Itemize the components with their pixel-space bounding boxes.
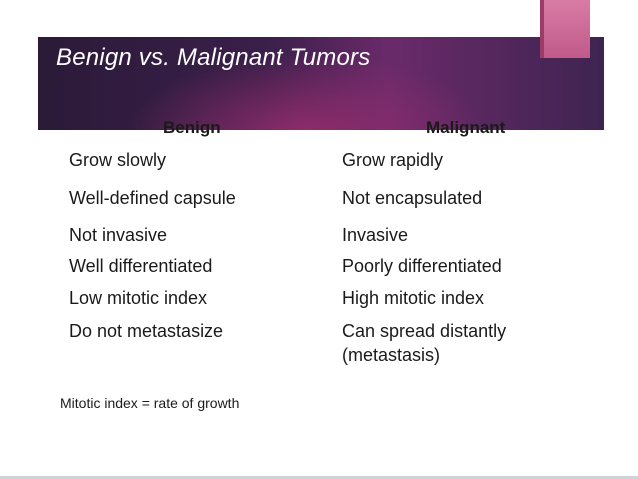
malignant-cell: Can spread distantly [342, 321, 507, 341]
column-header-benign: Benign [163, 118, 221, 137]
malignant-cell: Invasive [342, 225, 409, 245]
bottom-divider [0, 476, 638, 479]
benign-cell: Low mitotic index [69, 288, 208, 308]
footnote: Mitotic index = rate of growth [60, 395, 240, 411]
malignant-cell-continuation: (metastasis) [342, 345, 441, 365]
benign-cell: Well-defined capsule [69, 188, 236, 208]
benign-cell: Not invasive [69, 225, 168, 245]
corner-tab-decoration [540, 0, 590, 58]
malignant-cell: Not encapsulated [342, 188, 483, 208]
title-band [38, 37, 604, 130]
benign-cell: Grow slowly [69, 150, 167, 170]
malignant-cell: Poorly differentiated [342, 256, 502, 276]
malignant-cell: High mitotic index [342, 288, 485, 308]
malignant-cell: Grow rapidly [342, 150, 444, 170]
slide-title: Benign vs. Malignant Tumors [56, 44, 371, 71]
benign-cell: Well differentiated [69, 256, 213, 276]
column-header-malignant: Malignant [426, 118, 506, 137]
benign-cell: Do not metastasize [69, 321, 224, 341]
